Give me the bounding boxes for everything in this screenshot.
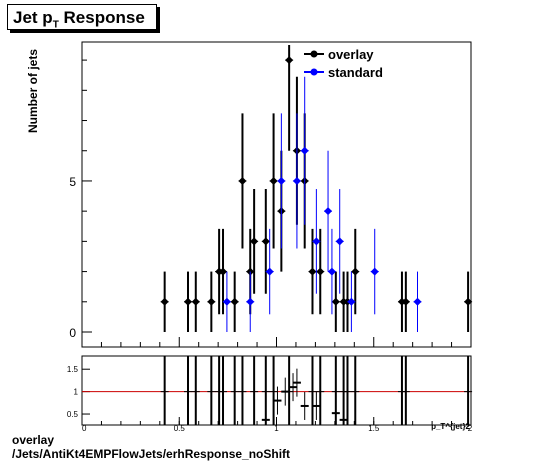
ratio-x-tick-label: 0	[82, 424, 87, 433]
ratio-x-tick-label: 2	[468, 424, 473, 433]
overlay-point	[219, 267, 228, 276]
overlay-point	[351, 267, 360, 276]
legend-marker	[310, 68, 318, 76]
footer-line1: overlay	[12, 433, 55, 447]
standard-point	[277, 176, 286, 185]
ratio-x-axis-label: p_T^{jet}2	[431, 422, 470, 431]
overlay-point	[261, 237, 270, 246]
overlay-point	[207, 297, 216, 306]
ratio-y-tick-label: 1.5	[67, 365, 79, 374]
overlay-point	[331, 297, 340, 306]
ratio-x-tick-label: 0.5	[174, 424, 186, 433]
ratio-points	[160, 356, 473, 425]
standard-point	[300, 146, 309, 155]
chart-title: Jet pT Response	[7, 4, 157, 30]
standard-point	[335, 237, 344, 246]
overlay-point	[316, 267, 325, 276]
overlay-point	[308, 267, 317, 276]
ratio-frame	[81, 355, 472, 426]
standard-point	[265, 267, 274, 276]
standard-point	[312, 237, 321, 246]
overlay-point	[250, 237, 259, 246]
overlay-point	[230, 297, 239, 306]
overlay-point	[238, 176, 247, 185]
standard-point	[222, 297, 231, 306]
overlay-point	[191, 297, 200, 306]
legend-label: standard	[328, 65, 383, 80]
series-standard	[222, 76, 422, 332]
overlay-point	[285, 56, 294, 65]
overlay-point	[464, 297, 473, 306]
title-main: Jet p	[13, 8, 53, 27]
legend-label: overlay	[328, 47, 374, 62]
standard-point	[324, 207, 333, 216]
overlay-point	[184, 297, 193, 306]
ratio-x-tick-label: 1	[274, 424, 279, 433]
standard-point	[413, 297, 422, 306]
ratio-y-tick-label: 0.5	[67, 410, 79, 419]
overlay-point	[269, 176, 278, 185]
standard-point	[370, 267, 379, 276]
y-tick-label: 0	[69, 326, 76, 340]
standard-point	[347, 297, 356, 306]
title-rest: Response	[58, 8, 145, 27]
ratio-y-tick-label: 1	[74, 388, 79, 397]
overlay-point	[401, 297, 410, 306]
overlay-point	[160, 297, 169, 306]
y-tick-label: 5	[69, 175, 76, 189]
legend: overlay standard	[304, 47, 383, 80]
title-sub: T	[52, 19, 59, 31]
ratio-x-tick-label: 1.5	[368, 424, 380, 433]
footer-line2: /Jets/AntiKt4EMPFlowJets/erhResponse_noS…	[12, 447, 291, 461]
main-frame	[81, 41, 472, 348]
standard-point	[292, 176, 301, 185]
standard-point	[327, 267, 336, 276]
legend-marker	[310, 50, 318, 58]
standard-point	[246, 297, 255, 306]
